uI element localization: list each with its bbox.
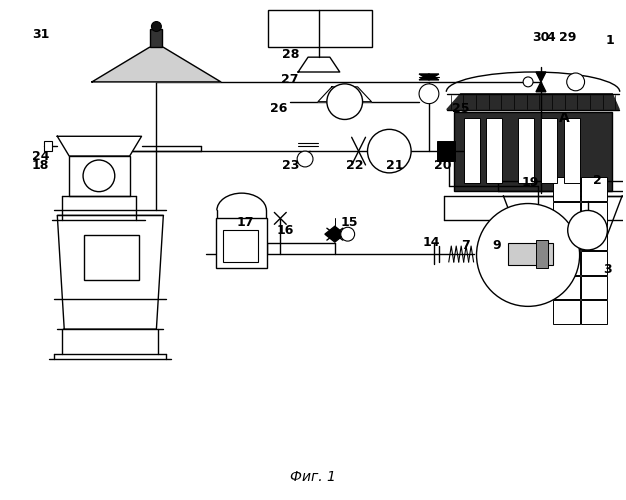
Bar	[486, 118, 502, 183]
Bar	[223, 230, 259, 262]
Bar	[454, 112, 612, 190]
Bar	[580, 300, 607, 324]
Text: 19: 19	[521, 176, 539, 190]
Bar	[69, 156, 130, 196]
Bar	[44, 141, 53, 151]
Bar	[150, 30, 162, 48]
Circle shape	[327, 84, 362, 120]
Polygon shape	[58, 216, 163, 329]
Bar	[580, 226, 607, 250]
Text: 3: 3	[603, 264, 612, 276]
Text: 30: 30	[532, 31, 550, 44]
Circle shape	[419, 84, 439, 103]
Text: 15: 15	[341, 216, 359, 229]
Bar	[437, 141, 454, 161]
Text: 24: 24	[32, 150, 49, 162]
Polygon shape	[419, 74, 439, 80]
Polygon shape	[447, 94, 619, 110]
Bar	[553, 202, 580, 226]
Bar	[553, 177, 580, 201]
Circle shape	[568, 210, 607, 250]
Bar	[553, 276, 580, 299]
Text: 25: 25	[452, 102, 470, 115]
Polygon shape	[92, 48, 221, 82]
Bar	[580, 202, 607, 226]
Bar	[508, 243, 553, 265]
Text: 29: 29	[559, 31, 577, 44]
Polygon shape	[318, 87, 371, 102]
Circle shape	[341, 228, 354, 241]
Circle shape	[523, 77, 533, 87]
Bar	[553, 226, 580, 250]
Bar	[84, 235, 138, 280]
Polygon shape	[58, 136, 141, 156]
Circle shape	[567, 73, 585, 91]
Polygon shape	[536, 72, 546, 82]
Text: 4: 4	[546, 31, 555, 44]
Circle shape	[476, 204, 580, 306]
Bar	[541, 118, 557, 183]
Polygon shape	[419, 74, 439, 80]
Polygon shape	[503, 196, 622, 240]
Text: 27: 27	[282, 74, 299, 86]
Bar	[518, 118, 534, 183]
Text: 20: 20	[434, 160, 451, 172]
Text: 14: 14	[422, 236, 439, 248]
Circle shape	[297, 151, 313, 167]
Text: 7: 7	[461, 238, 470, 252]
Bar	[580, 251, 607, 274]
Text: 2: 2	[593, 174, 602, 188]
Text: 16: 16	[277, 224, 294, 236]
Text: 17: 17	[237, 216, 254, 229]
Bar	[536, 240, 548, 268]
Polygon shape	[536, 82, 546, 92]
Bar	[553, 251, 580, 274]
Bar	[464, 118, 480, 183]
Circle shape	[367, 130, 411, 173]
Circle shape	[151, 22, 162, 32]
Text: 18: 18	[32, 160, 49, 172]
Bar	[216, 218, 267, 268]
Bar	[564, 118, 580, 183]
Text: 28: 28	[282, 48, 299, 60]
Text: 1: 1	[606, 34, 615, 47]
Bar	[553, 300, 580, 324]
Text: A: A	[560, 112, 570, 126]
Text: Фиг. 1: Фиг. 1	[290, 470, 336, 484]
Text: 31: 31	[32, 28, 49, 41]
Text: 21: 21	[386, 160, 403, 172]
Circle shape	[83, 160, 115, 192]
Bar	[269, 10, 372, 48]
Bar	[580, 177, 607, 201]
Text: 23: 23	[282, 160, 299, 172]
Text: 22: 22	[346, 160, 363, 172]
Polygon shape	[325, 226, 345, 242]
Text: 9: 9	[492, 238, 501, 252]
Polygon shape	[298, 57, 340, 72]
Text: 26: 26	[270, 102, 287, 115]
Bar	[580, 276, 607, 299]
